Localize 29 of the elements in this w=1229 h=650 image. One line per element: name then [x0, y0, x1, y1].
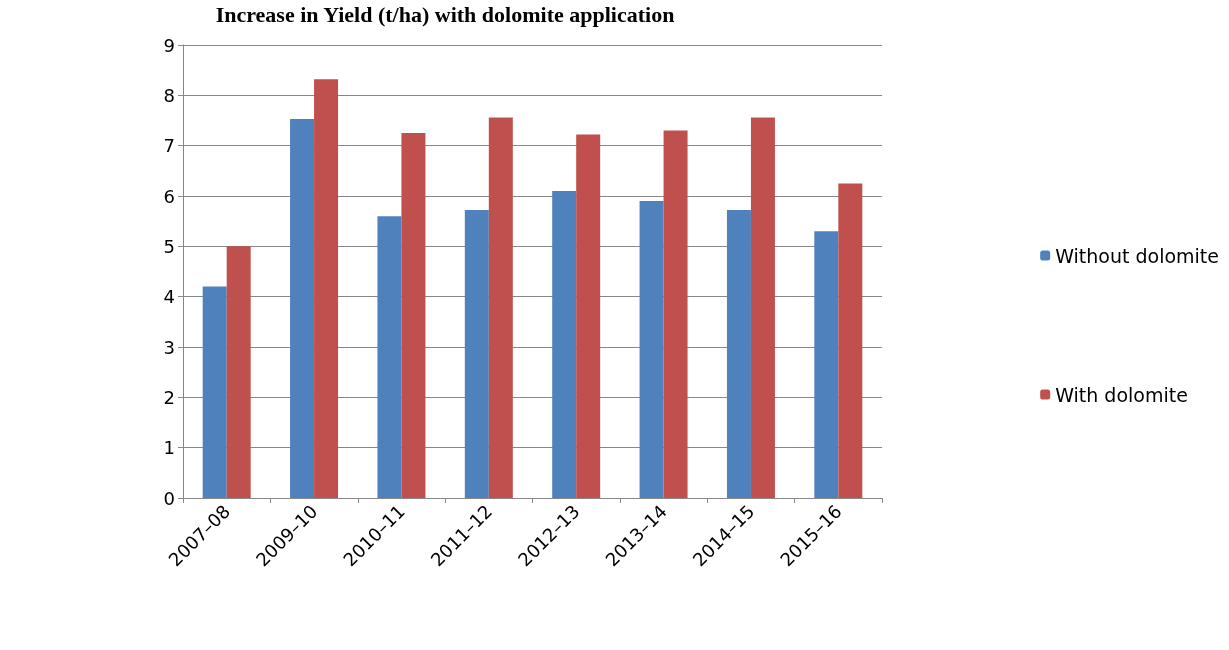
bar	[726, 210, 751, 498]
y-tick-label: 7	[163, 135, 175, 157]
y-tick-label: 4	[163, 286, 175, 308]
y-tick-label: 1	[163, 437, 175, 459]
bar	[814, 231, 839, 498]
bar	[576, 134, 601, 498]
y-tick-label: 2	[163, 386, 175, 408]
bar	[488, 117, 513, 498]
bar	[663, 130, 688, 498]
bar	[838, 183, 863, 498]
y-tick-label: 3	[163, 336, 175, 358]
y-tick-label: 6	[163, 185, 175, 207]
bar	[401, 133, 426, 498]
legend-label: With dolomite	[1055, 383, 1188, 406]
bar	[552, 190, 577, 498]
bar	[377, 216, 402, 498]
bar	[750, 117, 775, 498]
bar	[290, 118, 315, 498]
legend-label: Without dolomite	[1055, 244, 1219, 267]
y-tick-label: 8	[163, 84, 175, 106]
bar	[464, 210, 489, 498]
bar	[314, 79, 339, 498]
bar	[639, 201, 664, 498]
y-tick-label: 5	[163, 235, 175, 257]
bar	[226, 246, 251, 498]
y-tick-label: 9	[163, 34, 175, 56]
y-tick-label: 0	[163, 487, 175, 509]
chart-title: Increase in Yield (t/ha) with dolomite application	[215, 1, 675, 27]
bar	[202, 286, 227, 498]
